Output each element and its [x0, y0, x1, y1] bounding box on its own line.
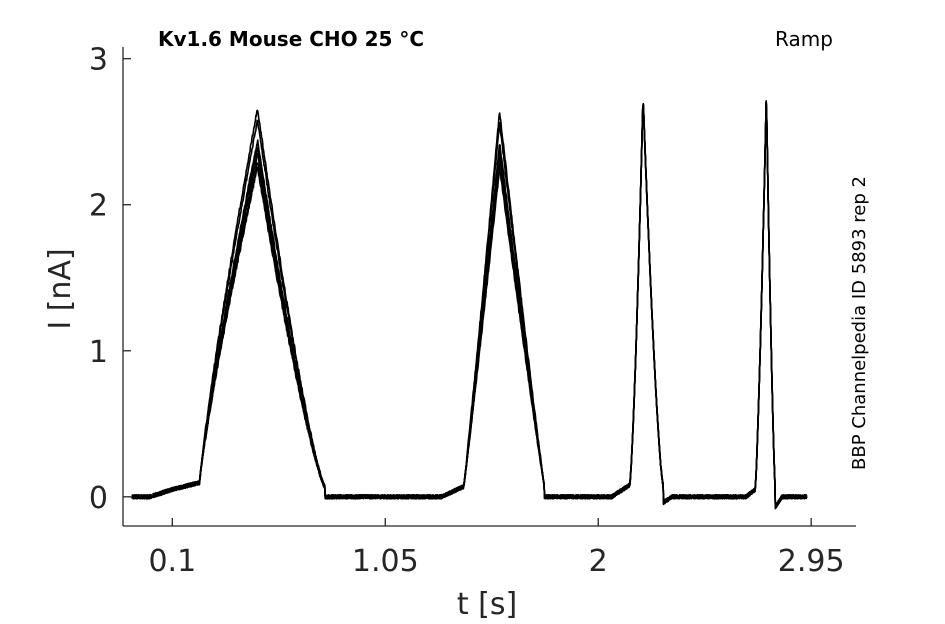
x-tick-label: 2.95 — [778, 544, 845, 579]
current-trace — [131, 100, 808, 508]
x-tick-label: 2 — [589, 544, 608, 579]
current-trace — [131, 103, 808, 510]
x-axis-label: t [s] — [457, 587, 517, 622]
current-trace — [131, 100, 808, 508]
x-tick-label: 1.05 — [352, 544, 419, 579]
y-axis-label: I [nA] — [43, 248, 78, 329]
protocol-label: Ramp — [775, 27, 833, 51]
y-tick-label: 1 — [89, 335, 108, 370]
current-trace — [131, 101, 808, 509]
x-ticks: 0.1 1.05 2 2.95 — [148, 518, 845, 579]
source-id-label: BBP Channelpedia ID 5893 rep 2 — [849, 176, 870, 470]
y-tick-label: 0 — [89, 481, 108, 516]
y-tick-label: 3 — [89, 43, 108, 78]
plot-traces — [131, 99, 808, 510]
x-tick-label: 0.1 — [148, 544, 196, 579]
chart-title: Kv1.6 Mouse CHO 25 °C — [158, 27, 425, 51]
y-tick-label: 2 — [89, 189, 108, 224]
y-ticks: 0 1 2 3 — [89, 43, 131, 516]
